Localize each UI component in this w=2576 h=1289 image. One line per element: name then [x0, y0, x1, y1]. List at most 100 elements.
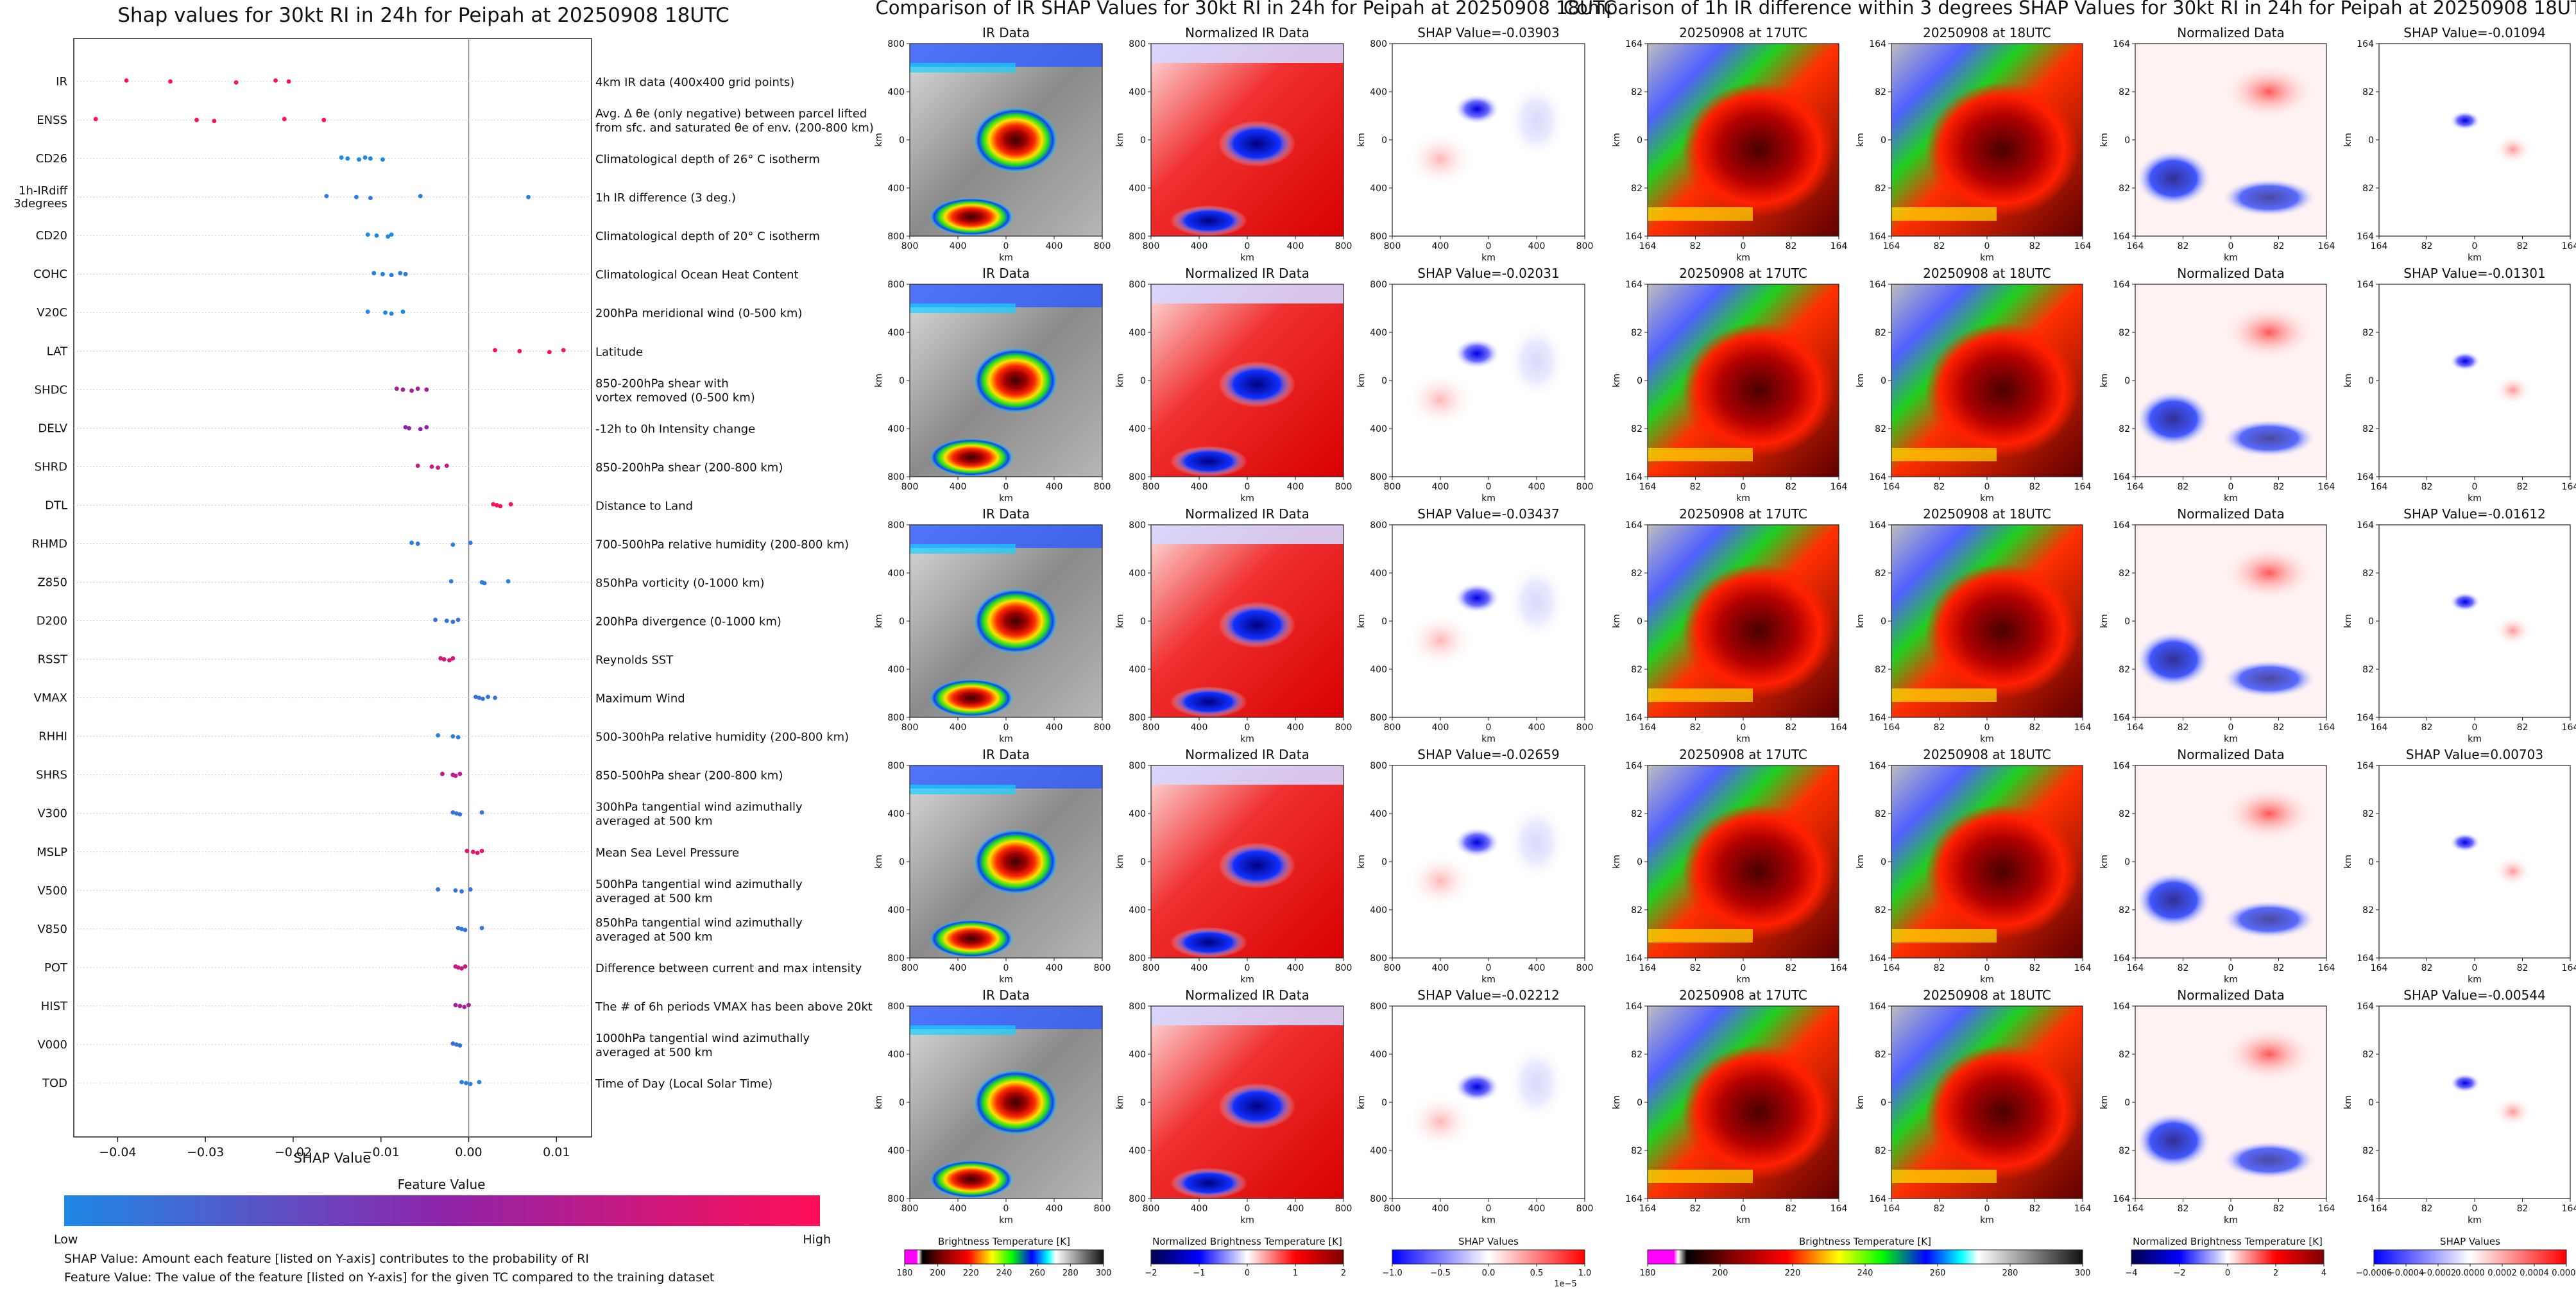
x-tick-label: 0	[1984, 722, 1990, 733]
y-tick-label: 82	[1631, 1146, 1642, 1156]
normalized-col-title: Normalized IR Data	[1185, 747, 1309, 762]
x-tick-label: 82	[2273, 241, 2285, 252]
y-tick-label: 800	[887, 1194, 905, 1204]
y-tick-label: 400	[1370, 87, 1387, 98]
feature-description: Climatological depth of 20° C isotherm	[595, 230, 820, 243]
x-tick-label: 0	[2228, 482, 2234, 492]
x-tick-label: 0	[1486, 1204, 1492, 1214]
y-tick-label: 800	[1370, 39, 1387, 49]
x-tick-label: 800	[1143, 1204, 1160, 1214]
diff-core	[1925, 323, 2079, 457]
diff-band	[1648, 1170, 1753, 1183]
y-tick-label: 164	[1869, 953, 1886, 964]
normalized-cloud-cluster	[1170, 446, 1247, 477]
feature-label: HIST	[41, 1000, 68, 1013]
shap-value-title: SHAP Value=-0.02031	[1417, 266, 1559, 281]
shap-point	[418, 427, 423, 432]
y-tick-label: 800	[887, 713, 905, 723]
x-tick-label: 0	[1741, 963, 1746, 973]
y-tick-label: 0	[2124, 857, 2130, 867]
y-tick-label: 800	[1129, 1194, 1146, 1204]
feature-label: SHRS	[36, 769, 67, 782]
shap-point	[494, 503, 499, 508]
x-tick-label: 164	[2562, 722, 2576, 733]
shap-point	[450, 656, 456, 661]
shap-point	[508, 502, 513, 507]
x-axis-label: km	[2468, 975, 2482, 985]
y-tick-label: 82	[2362, 809, 2374, 819]
colorbar-tick-label: −0.0002	[2420, 1268, 2456, 1278]
x-tick-label: 0	[1003, 722, 1009, 733]
shap-point	[493, 348, 497, 353]
x-axis-label: km	[1736, 1215, 1750, 1225]
y-tick-label: 800	[887, 520, 905, 531]
colorbar-tick-label: −0.0004	[2388, 1268, 2424, 1278]
shap-point	[491, 502, 496, 507]
x-tick-label: 164	[2562, 963, 2576, 973]
shap-point	[450, 810, 456, 815]
shap-point	[440, 771, 445, 776]
x-tick-label: 82	[1934, 241, 1945, 252]
y-tick-label: 82	[2362, 665, 2374, 675]
shap-point	[383, 310, 388, 315]
x-tick-label: 400	[1287, 963, 1304, 973]
y-tick-label: 0	[1637, 857, 1642, 867]
colorbar-tick-label: 0	[1245, 1268, 1250, 1278]
y-tick-label: 0	[1881, 135, 1886, 146]
feature-description: from sfc. and saturated θe of env. (200-…	[595, 121, 874, 135]
y-tick-label: 0	[899, 135, 905, 146]
y-tick-label: 400	[887, 568, 905, 579]
y-tick-label: 82	[2362, 184, 2374, 194]
x-axis-label: km	[1736, 734, 1750, 744]
diff-col-title-17utc: 20250908 at 17UTC	[1679, 506, 1807, 522]
y-tick-label: 82	[1631, 1050, 1642, 1060]
y-tick-label: 164	[1625, 713, 1642, 723]
y-tick-label: 800	[1129, 713, 1146, 723]
colorbar-tick-label: 0.0000	[2455, 1268, 2485, 1278]
shap-point	[477, 1080, 482, 1084]
x-tick-label: 164	[2318, 241, 2335, 252]
ir-cloud-cluster	[929, 198, 1014, 236]
y-tick-label: 164	[2357, 232, 2374, 242]
feature-label: CD20	[36, 229, 67, 243]
x-axis-label: SHAP Value	[294, 1150, 371, 1166]
x-tick-label: 800	[901, 963, 919, 973]
diff-shap-image	[2379, 1006, 2570, 1199]
ir-cloud-cluster	[929, 438, 1014, 477]
feature-label: DTL	[45, 499, 67, 512]
normalized-col-title: Normalized IR Data	[1185, 25, 1309, 40]
colorbar-tick-label: 200	[1712, 1268, 1728, 1278]
feature-label: V000	[37, 1038, 67, 1052]
colorbar-label: Brightness Temperature [K]	[938, 1236, 1070, 1247]
colorbar-tick-label: 0.0	[1482, 1268, 1496, 1278]
diff-shap-blue	[2450, 111, 2480, 130]
shap-value-title: SHAP Value=-0.02659	[1417, 747, 1559, 762]
shap-point	[468, 540, 473, 545]
x-tick-label: 400	[1528, 1204, 1546, 1214]
y-tick-label: 0	[2124, 1098, 2130, 1108]
normalized-colorbar	[1150, 1249, 1344, 1265]
y-tick-label: 800	[1370, 472, 1387, 482]
ir-col-title: IR Data	[982, 987, 1030, 1003]
shap-blue-region	[1454, 1071, 1500, 1102]
feature-label: 1h-IRdiff	[19, 184, 68, 198]
shap-blue-region	[1508, 563, 1565, 640]
x-tick-label: 82	[2517, 722, 2529, 733]
shap-point	[168, 79, 173, 84]
shap-point	[517, 348, 522, 354]
y-tick-label: 400	[1129, 424, 1146, 434]
diff-normalized-red	[2221, 544, 2317, 602]
x-axis-label: km	[1240, 734, 1254, 744]
y-axis-label: km	[1356, 1095, 1367, 1109]
x-tick-label: 164	[2562, 241, 2576, 252]
feature-description: 500-300hPa relative humidity (200-800 km…	[595, 731, 849, 744]
x-tick-label: 82	[2029, 1204, 2041, 1214]
diff-normalized-red	[2221, 63, 2317, 121]
y-tick-label: 82	[1631, 568, 1642, 579]
shap-colorbar	[1392, 1249, 1585, 1265]
y-tick-label: 800	[887, 761, 905, 771]
y-tick-label: 0	[2124, 376, 2130, 386]
colorbar-tick-label: −4	[2125, 1268, 2137, 1278]
colorbar-tick-label: 0.5	[1530, 1268, 1544, 1278]
x-axis-label: km	[2224, 1215, 2238, 1225]
